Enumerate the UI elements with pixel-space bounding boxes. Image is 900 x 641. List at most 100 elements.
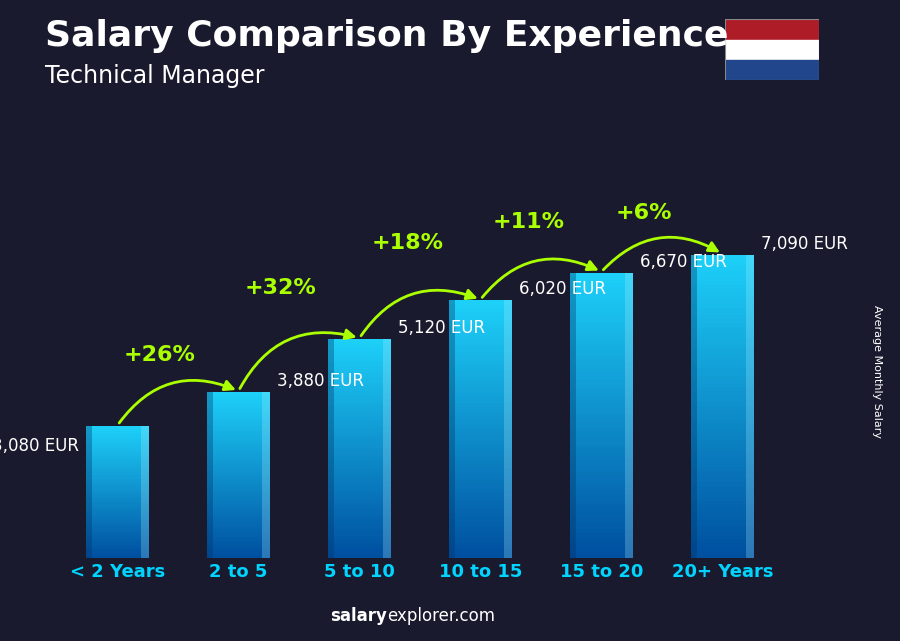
Bar: [449, 406, 512, 410]
Bar: [328, 424, 391, 426]
Bar: [86, 470, 149, 472]
Bar: [86, 549, 149, 551]
Bar: [86, 533, 149, 535]
Bar: [207, 556, 270, 558]
Text: 3,880 EUR: 3,880 EUR: [277, 372, 364, 390]
Bar: [86, 529, 149, 531]
Bar: [328, 445, 391, 448]
Bar: [86, 515, 149, 517]
Bar: [691, 372, 754, 376]
Bar: [328, 538, 391, 541]
Bar: [570, 533, 633, 537]
Bar: [207, 444, 270, 445]
Bar: [328, 522, 391, 525]
Bar: [207, 431, 270, 433]
Bar: [449, 342, 512, 345]
Bar: [449, 320, 512, 323]
Bar: [449, 432, 512, 435]
Bar: [86, 497, 149, 499]
Bar: [207, 537, 270, 539]
Bar: [328, 385, 391, 388]
Bar: [328, 484, 391, 487]
Bar: [691, 497, 754, 501]
Bar: [570, 358, 633, 362]
Bar: [86, 526, 149, 528]
Bar: [328, 369, 391, 372]
Bar: [691, 403, 754, 406]
Bar: [691, 365, 754, 369]
Bar: [328, 415, 391, 418]
Bar: [449, 326, 512, 329]
Bar: [691, 550, 754, 554]
Bar: [207, 456, 270, 458]
Bar: [449, 478, 512, 481]
Bar: [86, 441, 149, 442]
Bar: [207, 392, 270, 394]
Bar: [207, 427, 270, 429]
Bar: [207, 483, 270, 485]
Bar: [207, 516, 270, 519]
Bar: [86, 474, 149, 476]
Bar: [570, 372, 633, 376]
Bar: [691, 470, 754, 474]
Bar: [449, 494, 512, 497]
Bar: [328, 344, 391, 347]
Bar: [449, 416, 512, 419]
Bar: [207, 510, 270, 512]
Bar: [570, 501, 633, 504]
Bar: [207, 543, 270, 545]
Bar: [449, 442, 512, 445]
Bar: [86, 456, 149, 457]
Bar: [86, 447, 149, 449]
Bar: [328, 519, 391, 522]
Bar: [86, 535, 149, 537]
Bar: [207, 425, 270, 427]
Bar: [570, 308, 633, 312]
Bar: [328, 418, 391, 421]
Bar: [207, 527, 270, 529]
Bar: [449, 310, 512, 313]
Bar: [570, 540, 633, 544]
Bar: [449, 513, 512, 516]
Bar: [570, 390, 633, 394]
Bar: [86, 445, 149, 447]
Bar: [570, 337, 633, 340]
Text: salary: salary: [330, 607, 387, 625]
Bar: [207, 520, 270, 522]
Bar: [328, 361, 391, 363]
Bar: [86, 525, 149, 526]
Bar: [570, 312, 633, 315]
Bar: [328, 508, 391, 511]
Bar: [449, 548, 512, 551]
Bar: [86, 438, 149, 439]
Bar: [691, 376, 754, 379]
Bar: [691, 357, 754, 361]
Bar: [86, 540, 149, 541]
Bar: [449, 438, 512, 442]
Bar: [328, 388, 391, 391]
Bar: [207, 504, 270, 506]
Bar: [449, 403, 512, 406]
Bar: [691, 383, 754, 387]
Bar: [570, 544, 633, 547]
Bar: [449, 503, 512, 506]
Bar: [86, 480, 149, 482]
Bar: [328, 355, 391, 358]
Bar: [86, 449, 149, 451]
Bar: [328, 530, 391, 533]
Bar: [570, 347, 633, 351]
Bar: [207, 450, 270, 452]
Bar: [328, 478, 391, 481]
Bar: [691, 417, 754, 421]
Bar: [86, 459, 149, 461]
Bar: [691, 437, 754, 440]
Bar: [449, 429, 512, 432]
Bar: [691, 304, 754, 308]
Bar: [86, 457, 149, 459]
Bar: [570, 340, 633, 344]
Bar: [449, 538, 512, 542]
Bar: [328, 481, 391, 484]
Bar: [207, 508, 270, 510]
Bar: [328, 358, 391, 361]
Bar: [207, 433, 270, 435]
